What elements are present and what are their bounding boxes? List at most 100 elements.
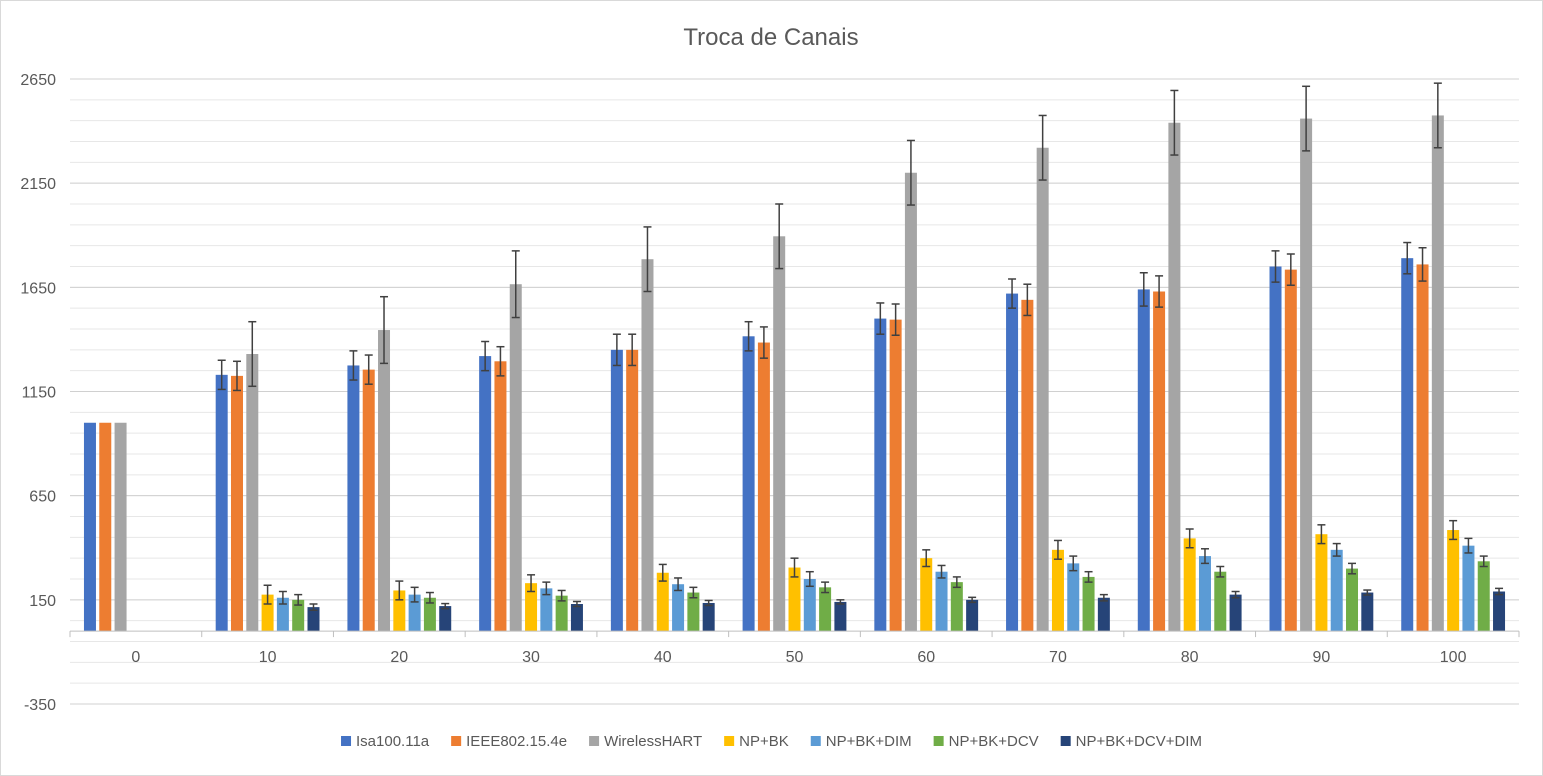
bar [904, 172, 917, 632]
bar [525, 583, 538, 632]
legend-item: NP+BK+DCV [933, 733, 1039, 750]
bar [742, 336, 755, 632]
legend: Isa100.11a IEEE802.15.4e WirelessHART NP+BK… [341, 733, 1202, 750]
x-tick-label: 10 [259, 649, 277, 666]
bar [83, 422, 96, 632]
legend-swatch [451, 736, 462, 746]
x-tick-label: 100 [1440, 649, 1467, 666]
x-tick-label: 0 [131, 649, 140, 666]
bar [1431, 115, 1444, 632]
bar [1401, 258, 1414, 632]
bar [1097, 597, 1110, 632]
legend-item: NP+BK+DIM [810, 733, 912, 750]
bar [1183, 538, 1196, 632]
bar [966, 599, 979, 632]
legend-item: Isa100.11a [341, 733, 430, 750]
bar [1214, 571, 1227, 632]
legend-label: NP+BK+DIM [826, 733, 912, 750]
bar [1036, 147, 1049, 632]
bar [641, 259, 654, 632]
legend-swatch [810, 736, 821, 746]
x-tick-label: 40 [654, 649, 672, 666]
legend-item: WirelessHART [589, 733, 702, 750]
bar [1493, 591, 1506, 632]
y-tick-label: 2650 [20, 72, 56, 89]
chart-title: Troca de Canais [683, 24, 858, 51]
bar [610, 349, 623, 632]
y-tick-label: 650 [29, 489, 56, 506]
y-tick-label: 1650 [20, 280, 56, 297]
bar [246, 354, 259, 632]
bar [1284, 269, 1297, 632]
bar [1462, 545, 1475, 632]
bar [347, 365, 360, 632]
bar [1477, 561, 1490, 632]
bar [950, 582, 963, 632]
bar [626, 349, 639, 632]
legend-swatch [724, 736, 735, 746]
bar [1067, 563, 1080, 632]
bar [1137, 289, 1150, 632]
bar [1346, 568, 1359, 632]
bar [408, 594, 421, 632]
bar [393, 590, 406, 632]
axes: -350 150 650 1150 1650 2150 2650 0 10 20 30 40 50 60 7… [20, 72, 1520, 714]
legend-label: NP+BK+DCV+DIM [1076, 733, 1202, 750]
legend-swatch [933, 736, 944, 746]
bar [1269, 266, 1282, 632]
bar [292, 599, 305, 632]
bar [1168, 122, 1181, 632]
y-tick-label: -350 [24, 697, 56, 714]
bar [555, 595, 568, 632]
bar [889, 319, 902, 632]
bar [1198, 556, 1211, 632]
bar [1300, 118, 1313, 632]
bar [230, 375, 243, 632]
bar [1153, 291, 1166, 632]
bar [1082, 576, 1095, 632]
y-tick-label: 1150 [22, 385, 57, 402]
bar [1361, 592, 1374, 632]
legend-label: Isa100.11a [356, 733, 430, 750]
legend-label: WirelessHART [604, 733, 702, 750]
bar [99, 422, 112, 632]
bar [1416, 264, 1429, 632]
bar [788, 567, 801, 632]
bar [423, 597, 436, 632]
y-tick-label: 2150 [20, 176, 56, 193]
bar [509, 284, 522, 632]
legend-swatch [589, 736, 600, 746]
bar [362, 369, 375, 632]
x-tick-label: 90 [1313, 649, 1331, 666]
bar [570, 604, 583, 632]
bar [307, 607, 320, 632]
bar [672, 584, 685, 632]
bar [1006, 293, 1019, 632]
bar [874, 318, 887, 632]
bar [479, 356, 492, 632]
legend-swatch [341, 736, 352, 746]
bar [1229, 594, 1242, 632]
bar [114, 422, 127, 632]
bar [773, 236, 786, 632]
x-tick-label: 80 [1181, 649, 1199, 666]
bars [83, 82, 1506, 632]
bar [920, 558, 933, 632]
bar [803, 579, 816, 632]
bar [702, 602, 715, 632]
x-tick-label: 60 [917, 649, 935, 666]
bar [834, 601, 847, 632]
bar [276, 597, 289, 632]
bar [935, 571, 948, 632]
bar [494, 361, 507, 632]
legend-label: IEEE802.15.4e [466, 733, 567, 750]
x-tick-label: 20 [390, 649, 408, 666]
x-tick-label: 50 [786, 649, 804, 666]
legend-label: NP+BK [739, 733, 789, 750]
bar [1447, 530, 1460, 632]
bar [1315, 534, 1328, 632]
bar [215, 374, 228, 632]
bar [378, 330, 391, 632]
